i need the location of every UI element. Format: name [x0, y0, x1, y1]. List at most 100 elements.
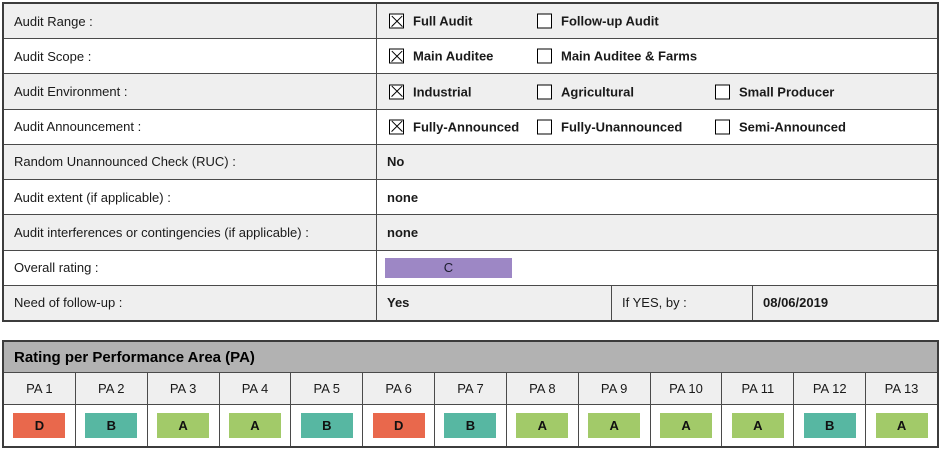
- semi-announced-checkbox[interactable]: [715, 119, 730, 135]
- main-auditee-farms-option[interactable]: Main Auditee & Farms: [537, 48, 698, 64]
- pa-13-header: PA 13: [884, 381, 919, 396]
- semi-announced-label: Semi-Announced: [739, 119, 846, 135]
- pa-12-header: PA 12: [794, 373, 867, 404]
- audit-environment-row: Audit Environment : Industrial Agricultu…: [4, 74, 937, 110]
- audit-range-row: Audit Range : Full Audit Follow-up Audit: [4, 4, 937, 40]
- pa-5-header: PA 5: [291, 373, 364, 404]
- pa-8-rating-badge: A: [516, 413, 569, 438]
- pa-1-cell: D: [4, 405, 76, 446]
- audit-scope-options: Main Auditee Main Auditee & Farms: [377, 39, 937, 73]
- pa-rating-row: D B A A B D B A A A A B A: [4, 405, 937, 446]
- audit-extent-row: Audit extent (if applicable) : none: [4, 180, 937, 216]
- agricultural-label: Agricultural: [561, 84, 634, 100]
- pa-6-header: PA 6: [363, 373, 436, 404]
- audit-range-label: Audit Range :: [4, 4, 377, 39]
- fully-unannounced-checkbox[interactable]: [537, 119, 552, 135]
- pa-10-rating-badge: A: [660, 413, 713, 438]
- follow-up-date: 08/06/2019: [763, 295, 829, 311]
- pa-3-header: PA 3: [148, 373, 220, 404]
- main-auditee-farms-checkbox[interactable]: [537, 48, 552, 64]
- pa-7-rating-badge: B: [444, 413, 497, 438]
- industrial-option[interactable]: Industrial: [389, 84, 472, 100]
- main-auditee-label: Main Auditee: [413, 48, 494, 64]
- ruc-label: Random Unannounced Check (RUC) :: [4, 144, 377, 180]
- fully-unannounced-label: Fully-Unannounced: [561, 119, 683, 135]
- pa-5-rating-badge: B: [300, 413, 353, 438]
- agricultural-checkbox[interactable]: [537, 84, 552, 100]
- small-producer-label: Small Producer: [739, 84, 835, 100]
- need-follow-up-row: Need of follow-up : Yes If YES, by : 08/…: [4, 285, 937, 320]
- follow-up-audit-option[interactable]: Follow-up Audit: [537, 13, 659, 29]
- audit-announcement-options: Fully-Announced Fully-Unannounced Semi-A…: [377, 110, 937, 144]
- need-follow-up-label: Need of follow-up :: [4, 285, 377, 320]
- pa-3-rating-badge: A: [157, 413, 210, 438]
- industrial-checkbox[interactable]: [389, 84, 404, 100]
- audit-scope-row: Audit Scope : Main Auditee Main Auditee …: [4, 39, 937, 75]
- full-audit-option[interactable]: Full Audit: [389, 13, 472, 29]
- need-follow-up-value: Yes: [377, 285, 612, 320]
- pa-header-row: PA 1 PA 2 PA 3 PA 4 PA 5 PA 6 PA 7 PA 8 …: [4, 373, 937, 405]
- audit-environment-label: Audit Environment :: [4, 74, 377, 109]
- ruc-value-cell: No: [377, 145, 937, 179]
- pa-1-rating-badge: D: [13, 413, 66, 438]
- overall-rating-row: Overall rating : C: [4, 250, 937, 286]
- follow-up-audit-label: Follow-up Audit: [561, 13, 659, 29]
- pa-12-rating-badge: B: [803, 413, 856, 438]
- semi-announced-option[interactable]: Semi-Announced: [715, 119, 846, 135]
- follow-up-audit-checkbox[interactable]: [537, 13, 552, 29]
- pa-8-header: PA 8: [507, 373, 579, 404]
- pa-2-rating-badge: B: [85, 413, 138, 438]
- main-auditee-checkbox[interactable]: [389, 48, 404, 64]
- full-audit-checkbox[interactable]: [389, 13, 404, 29]
- pa-4-header: PA 4: [220, 373, 292, 404]
- pa-7-cell: B: [435, 405, 507, 446]
- industrial-label: Industrial: [413, 84, 472, 100]
- overall-rating-label: Overall rating :: [4, 250, 377, 285]
- fully-announced-option[interactable]: Fully-Announced: [389, 119, 520, 135]
- pa-table-title: Rating per Performance Area (PA): [4, 342, 937, 373]
- pa-10-header: PA 10: [651, 373, 723, 404]
- main-auditee-option[interactable]: Main Auditee: [389, 48, 494, 64]
- pa-3-cell: A: [148, 405, 220, 446]
- audit-extent-value-cell: none: [377, 180, 937, 214]
- pa-9-rating-badge: A: [588, 413, 641, 438]
- agricultural-option[interactable]: Agricultural: [537, 84, 634, 100]
- fully-announced-label: Fully-Announced: [413, 119, 520, 135]
- ruc-value: No: [387, 154, 405, 170]
- fully-announced-checkbox[interactable]: [389, 119, 404, 135]
- pa-8-cell: A: [507, 405, 579, 446]
- audit-interferences-value: none: [387, 224, 419, 240]
- audit-range-options: Full Audit Follow-up Audit: [377, 4, 937, 38]
- pa-9-cell: A: [579, 405, 651, 446]
- pa-10-cell: A: [651, 405, 723, 446]
- audit-announcement-row: Audit Announcement : Fully-Announced Ful…: [4, 109, 937, 145]
- need-follow-up-value-cell: Yes If YES, by : 08/06/2019: [377, 285, 937, 320]
- pa-13-rating-badge: A: [875, 413, 928, 438]
- ruc-row: Random Unannounced Check (RUC) : No: [4, 144, 937, 181]
- audit-scope-label: Audit Scope :: [4, 39, 377, 74]
- small-producer-option[interactable]: Small Producer: [715, 84, 835, 100]
- pa-4-rating-badge: A: [228, 413, 281, 438]
- pa-12-cell: B: [794, 405, 867, 446]
- pa-rating-table: Rating per Performance Area (PA) PA 1 PA…: [2, 340, 939, 448]
- audit-extent-label: Audit extent (if applicable) :: [4, 180, 377, 215]
- pa-2-cell: B: [76, 405, 148, 446]
- audit-form-table: Audit Range : Full Audit Follow-up Audit…: [2, 2, 939, 322]
- pa-9-header: PA 9: [579, 373, 651, 404]
- pa-2-header: PA 2: [76, 373, 148, 404]
- pa-11-rating-badge: A: [731, 413, 784, 438]
- main-auditee-farms-label: Main Auditee & Farms: [561, 48, 698, 64]
- audit-announcement-label: Audit Announcement :: [4, 109, 377, 144]
- pa-7-header: PA 7: [435, 373, 507, 404]
- pa-6-rating-badge: D: [372, 413, 425, 438]
- pa-6-cell: D: [363, 405, 436, 446]
- small-producer-checkbox[interactable]: [715, 84, 730, 100]
- pa-4-cell: A: [220, 405, 292, 446]
- fully-unannounced-option[interactable]: Fully-Unannounced: [537, 119, 683, 135]
- audit-interferences-row: Audit interferences or contingencies (if…: [4, 215, 937, 251]
- audit-interferences-value-cell: none: [377, 215, 937, 249]
- audit-interferences-label: Audit interferences or contingencies (if…: [4, 215, 377, 250]
- pa-11-cell: A: [722, 405, 795, 446]
- pa-13-cell: A: [866, 405, 937, 446]
- if-yes-by-label: If YES, by :: [612, 285, 753, 320]
